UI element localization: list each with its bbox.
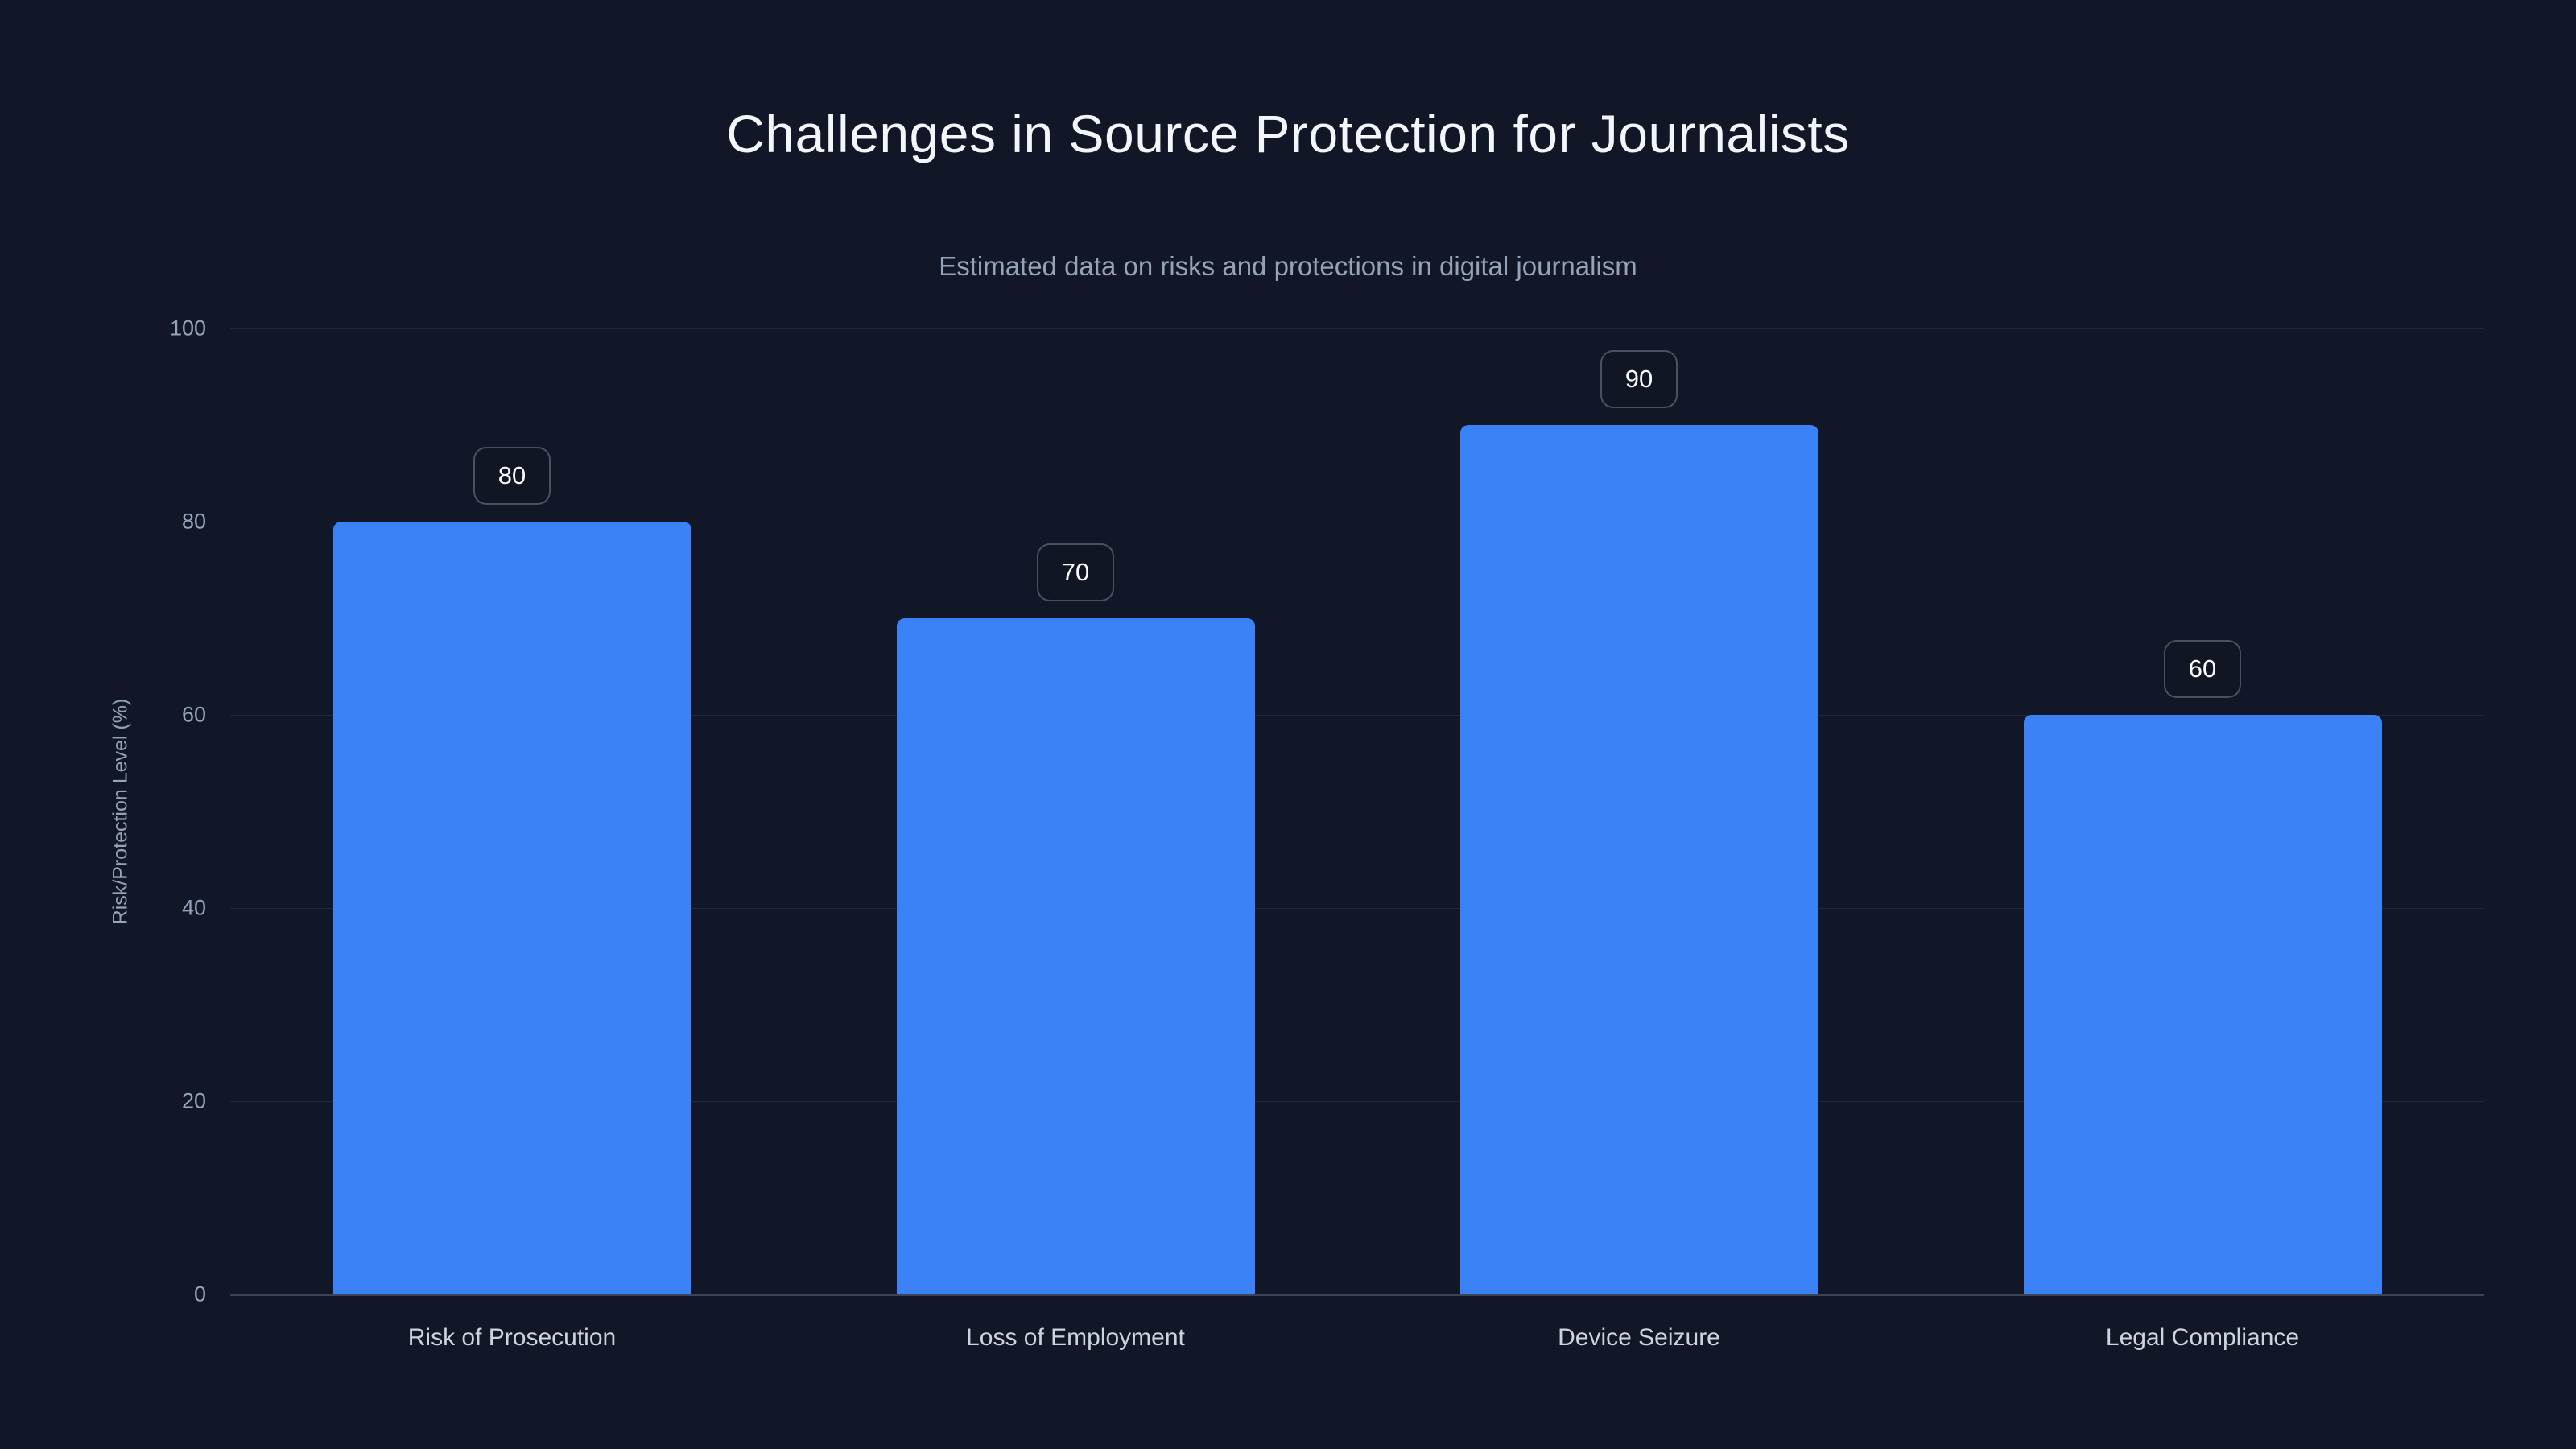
y-tick-label: 80 xyxy=(181,509,206,534)
gridline xyxy=(230,908,2484,909)
value-badge: 60 xyxy=(2164,640,2241,698)
value-badge: 70 xyxy=(1037,543,1114,601)
value-badge: 80 xyxy=(473,447,551,505)
y-tick-label: 40 xyxy=(181,895,206,920)
value-badge: 90 xyxy=(1600,350,1678,408)
gridline xyxy=(230,1101,2484,1102)
gridline xyxy=(230,328,2484,329)
bar-loss-of-employment xyxy=(896,618,1255,1294)
bar-risk-of-prosecution xyxy=(332,522,691,1294)
bar-legal-compliance xyxy=(2023,715,2382,1294)
gridline xyxy=(230,715,2484,716)
bar-device-seizure xyxy=(1459,425,1818,1294)
x-tick-label: Risk of Prosecution xyxy=(407,1324,617,1351)
y-tick-label: 20 xyxy=(181,1088,206,1113)
x-tick-label: Loss of Employment xyxy=(966,1324,1185,1351)
x-axis-baseline xyxy=(230,1294,2484,1296)
y-tick-label: 0 xyxy=(193,1282,206,1307)
x-tick-label: Legal Compliance xyxy=(2105,1324,2300,1351)
y-tick-label: 60 xyxy=(181,702,206,727)
x-tick-label: Device Seizure xyxy=(1558,1324,1720,1351)
chart-subtitle: Estimated data on risks and protections … xyxy=(939,251,1637,281)
y-tick-label: 100 xyxy=(169,316,206,341)
chart-title: Challenges in Source Protection for Jour… xyxy=(726,104,1850,163)
